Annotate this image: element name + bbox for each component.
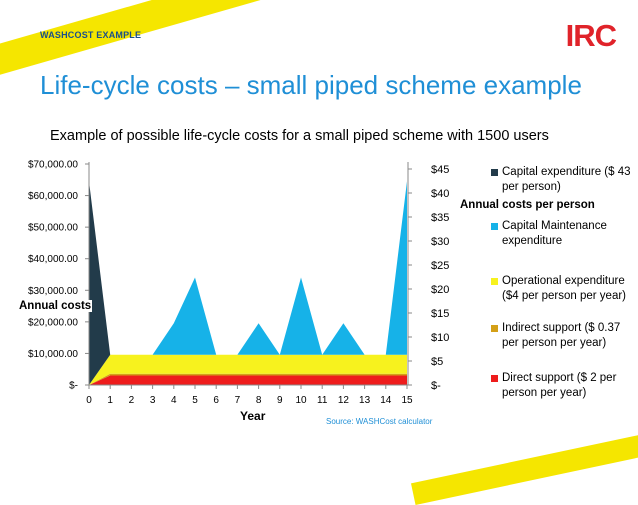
x-tick-label: 10: [295, 395, 307, 406]
right-tick-label: $40: [431, 188, 449, 200]
legend-swatch-capex: [491, 169, 498, 176]
chart-legend: Capital expenditure ($ 43 per person) Ca…: [491, 165, 631, 401]
left-tick-label: $60,000.00: [28, 191, 78, 202]
legend-swatch-indirect: [491, 325, 498, 332]
section-tag: WASHCOST EXAMPLE: [40, 30, 142, 40]
x-tick-label: 4: [171, 395, 177, 406]
left-axis-label: Annual costs: [18, 300, 93, 312]
series-area-1: [89, 373, 407, 385]
legend-label-capex: Capital expenditure ($ 43 per person): [502, 166, 631, 193]
left-tick-label: $-: [69, 381, 78, 392]
x-tick-label: 12: [338, 395, 350, 406]
legend-label-direct: Direct support ($ 2 per person per year): [502, 372, 617, 399]
x-tick-label: 11: [317, 395, 328, 406]
legend-item-capex: Capital expenditure ($ 43 per person): [491, 165, 631, 199]
right-tick-label: $-: [431, 380, 441, 392]
series-areas: [89, 181, 407, 385]
legend-item-opex: Operational expenditure ($4 per person p…: [491, 274, 631, 321]
x-tick-label: 9: [277, 395, 283, 406]
x-tick-label: 15: [401, 395, 413, 406]
x-tick-label: 6: [213, 395, 219, 406]
right-tick-label: $10: [431, 332, 449, 344]
legend-item-capmanev: Capital Maintenance expenditure: [491, 219, 631, 274]
legend-item-direct: Direct support ($ 2 per person per year): [491, 371, 631, 401]
x-tick-label: 8: [256, 395, 262, 406]
right-tick-label: $20: [431, 284, 449, 296]
x-tick-label: 1: [107, 395, 113, 406]
right-axis-ticks: $- $5 $10 $15 $20 $25 $30 $35 $40 $45: [408, 164, 449, 392]
right-tick-label: $35: [431, 212, 449, 224]
right-tick-label: $25: [431, 260, 449, 272]
right-tick-label: $45: [431, 164, 449, 176]
legend-swatch-direct: [491, 375, 498, 382]
legend-label-capmanev: Capital Maintenance expenditure: [502, 220, 607, 247]
chart-axes: [88, 162, 409, 386]
slide-title: Life-cycle costs – small piped scheme ex…: [40, 70, 582, 100]
x-axis-label: Year: [240, 409, 266, 423]
left-tick-label: $20,000.00: [28, 317, 78, 328]
left-tick-label: $10,000.00: [28, 349, 78, 360]
left-tick-label: $40,000.00: [28, 254, 78, 265]
right-tick-label: $30: [431, 236, 449, 248]
x-tick-label: 3: [150, 395, 156, 406]
legend-label-indirect: Indirect support ($ 0.37 per person per …: [502, 322, 621, 349]
x-tick-label: 0: [86, 395, 92, 406]
series-area-0: [89, 375, 407, 385]
irc-logo: IRC: [565, 18, 617, 53]
right-axis-label: Annual costs per person: [460, 199, 595, 211]
series-area-3: [89, 181, 407, 385]
left-tick-label: $30,000.00: [28, 286, 78, 297]
left-tick-label: $70,000.00: [28, 160, 78, 171]
right-tick-label: $5: [431, 356, 443, 368]
x-axis-ticks: 0 1 2 3 4 5 6 7 8 9 10 11 12 13 14 15: [86, 385, 413, 406]
x-tick-label: 13: [359, 395, 371, 406]
series-area-2: [89, 354, 407, 385]
life-cycle-cost-chart: $- $10,000.00 $20,000.00 $30,000.00 $40,000.…: [28, 160, 449, 407]
chart-title: Example of possible life-cycle costs for…: [50, 128, 549, 144]
x-tick-label: 7: [235, 395, 241, 406]
x-tick-label: 2: [129, 395, 135, 406]
legend-swatch-capmanev: [491, 223, 498, 230]
source-note: Source: WASHCost calculator: [326, 417, 433, 426]
x-tick-label: 5: [192, 395, 198, 406]
legend-label-opex: Operational expenditure ($4 per person p…: [502, 275, 627, 302]
right-tick-label: $15: [431, 308, 449, 320]
legend-swatch-opex: [491, 278, 498, 285]
legend-item-indirect: Indirect support ($ 0.37 per person per …: [491, 321, 631, 371]
left-tick-label: $50,000.00: [28, 223, 78, 234]
left-axis-ticks: $- $10,000.00 $20,000.00 $30,000.00 $40,000.…: [28, 160, 89, 392]
x-tick-label: 14: [380, 395, 392, 406]
